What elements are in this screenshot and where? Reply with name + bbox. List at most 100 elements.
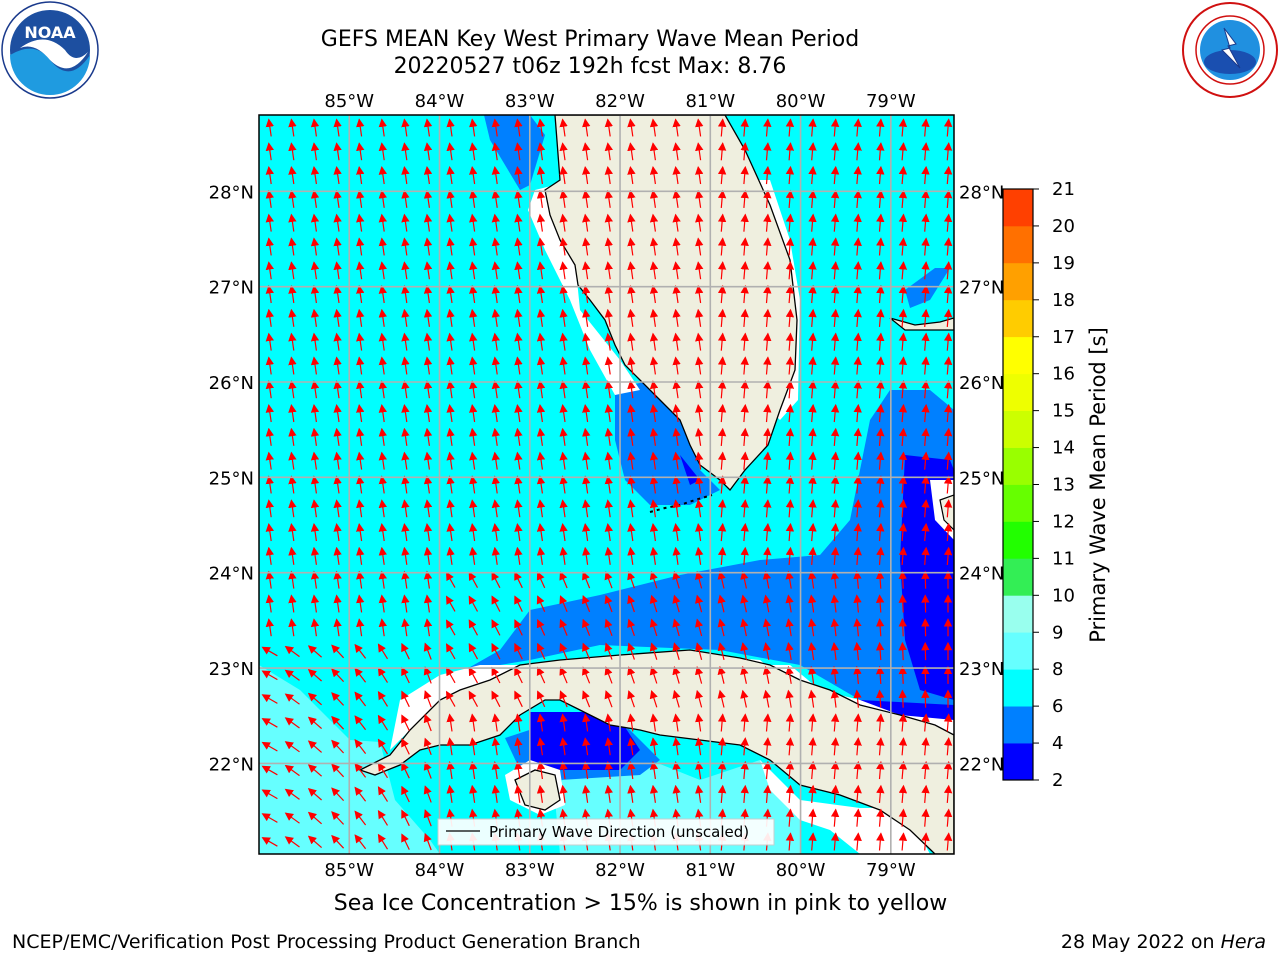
wave-arrow bbox=[898, 165, 908, 185]
wave-arrow bbox=[491, 546, 500, 565]
wave-arrow bbox=[582, 499, 591, 518]
wave-arrow bbox=[491, 713, 500, 732]
wave-arrow bbox=[717, 308, 727, 327]
wave-arrow bbox=[333, 332, 342, 351]
wave-arrow bbox=[536, 237, 546, 256]
lon-tick-top: 83°W bbox=[505, 91, 555, 112]
colorbar-segment bbox=[1003, 632, 1033, 670]
wave-arrow bbox=[808, 713, 817, 732]
wave-arrow bbox=[921, 760, 930, 780]
sea-ice-caption: Sea Ice Concentration > 15% is shown in … bbox=[333, 891, 948, 916]
wave-arrow bbox=[604, 261, 613, 280]
wave-arrow bbox=[468, 571, 479, 588]
nws-logo bbox=[1182, 2, 1278, 98]
wave-arrow bbox=[604, 642, 613, 660]
wave-arrow bbox=[740, 594, 749, 613]
wave-arrow bbox=[491, 427, 500, 446]
wave-arrow bbox=[649, 475, 659, 494]
wave-arrow bbox=[853, 784, 862, 803]
wave-arrow bbox=[354, 643, 367, 659]
wave-arrow bbox=[265, 546, 274, 565]
wave-arrow bbox=[536, 737, 546, 756]
wave-arrow bbox=[921, 213, 930, 232]
wave-arrow bbox=[514, 690, 523, 708]
wave-arrow bbox=[740, 618, 749, 637]
colorbar-segment bbox=[1003, 336, 1033, 375]
wave-arrow bbox=[695, 689, 704, 708]
wave-arrow bbox=[943, 427, 953, 446]
wave-arrow bbox=[808, 546, 817, 565]
wave-arrow bbox=[423, 237, 433, 256]
wave-arrow bbox=[740, 570, 749, 589]
wave-arrow bbox=[446, 285, 455, 304]
wave-arrow bbox=[717, 427, 727, 446]
wave-arrow bbox=[401, 166, 410, 185]
colorbar-tick-label: 15 bbox=[1052, 401, 1075, 422]
wave-arrow bbox=[695, 332, 704, 351]
wave-arrow bbox=[333, 380, 342, 399]
wave-arrow bbox=[469, 285, 478, 304]
wave-arrow bbox=[875, 665, 885, 684]
wave-arrow bbox=[627, 308, 636, 327]
wave-arrow bbox=[356, 427, 365, 446]
wave-arrow bbox=[717, 665, 726, 684]
wave-arrow bbox=[830, 618, 840, 637]
wave-arrow bbox=[943, 356, 953, 375]
colorbar-tick-label: 10 bbox=[1052, 585, 1075, 606]
wave-arrow bbox=[943, 308, 953, 327]
wave-arrow bbox=[898, 475, 908, 494]
wave-arrow bbox=[649, 356, 659, 375]
wave-arrow bbox=[331, 644, 345, 659]
wave-arrow bbox=[536, 761, 546, 780]
wave-arrow bbox=[808, 380, 817, 399]
wave-arrow bbox=[762, 665, 772, 684]
wave-arrow bbox=[582, 594, 591, 613]
wave-arrow bbox=[582, 451, 591, 470]
wave-arrow bbox=[604, 213, 613, 232]
wave-arrow bbox=[582, 737, 591, 756]
wave-arrow bbox=[808, 308, 817, 327]
wave-arrow bbox=[785, 165, 795, 185]
wave-arrow bbox=[446, 332, 455, 351]
wave-arrow bbox=[740, 261, 749, 280]
wave-arrow bbox=[582, 332, 591, 351]
colorbar-tick-label: 13 bbox=[1052, 475, 1075, 496]
wave-arrow bbox=[672, 237, 681, 256]
wave-arrow bbox=[717, 522, 727, 542]
wave-arrow bbox=[627, 571, 636, 589]
wave-arrow bbox=[604, 285, 613, 304]
wave-arrow bbox=[378, 475, 387, 494]
wave-arrow bbox=[378, 451, 387, 470]
wave-arrow bbox=[876, 237, 885, 256]
wave-arrow bbox=[853, 618, 862, 637]
wave-arrow bbox=[446, 595, 456, 612]
noaa-logo: NOAA bbox=[1, 1, 99, 99]
wave-arrow bbox=[265, 523, 274, 542]
wave-arrow bbox=[401, 761, 410, 779]
wave-arrow bbox=[604, 713, 613, 732]
land-cuba bbox=[358, 649, 954, 854]
wave-arrow bbox=[491, 737, 500, 756]
wave-arrow bbox=[559, 546, 568, 565]
wave-arrow bbox=[943, 760, 953, 780]
wave-arrow bbox=[333, 189, 342, 208]
wave-arrow bbox=[356, 237, 365, 256]
wave-arrow bbox=[943, 118, 953, 137]
wave-arrow bbox=[536, 619, 546, 636]
wave-arrow bbox=[261, 837, 278, 847]
wave-arrow bbox=[627, 189, 636, 208]
wave-arrow bbox=[288, 475, 297, 494]
wave-arrow bbox=[288, 213, 297, 232]
wave-arrow bbox=[921, 737, 930, 756]
wave-arrow bbox=[876, 522, 885, 542]
wave-arrow bbox=[649, 142, 659, 161]
wave-arrow bbox=[469, 380, 478, 399]
wave-arrow bbox=[921, 142, 930, 161]
lat-tick-right: 26°N bbox=[959, 373, 1004, 394]
wave-arrow bbox=[423, 308, 433, 327]
wave-arrow bbox=[261, 765, 278, 776]
wave-arrow bbox=[808, 689, 817, 708]
wave-arrow bbox=[559, 618, 568, 636]
wave-arrow bbox=[785, 594, 794, 613]
wave-arrow bbox=[943, 737, 953, 756]
